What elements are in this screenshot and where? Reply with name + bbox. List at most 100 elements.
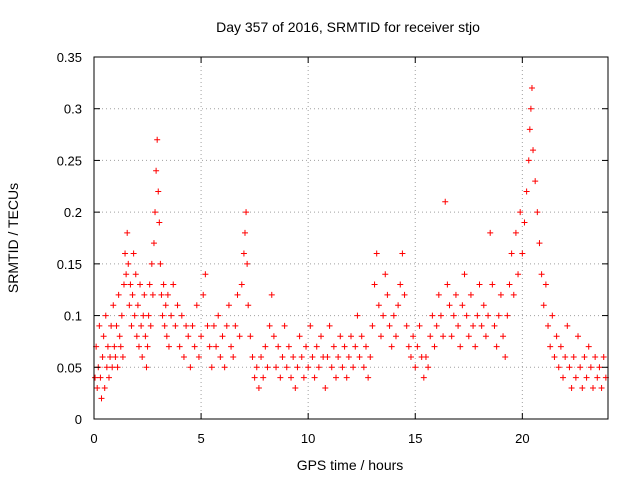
data-point <box>367 353 374 360</box>
data-point <box>380 312 387 319</box>
data-point <box>152 209 159 216</box>
data-point <box>442 198 449 205</box>
data-point <box>318 333 325 340</box>
data-point <box>521 219 528 226</box>
data-point <box>405 343 412 350</box>
data-point <box>598 384 605 391</box>
data-point <box>433 322 440 329</box>
data-point <box>162 302 169 309</box>
data-point <box>478 322 485 329</box>
data-point <box>425 364 432 371</box>
data-point <box>244 260 251 267</box>
data-point <box>397 281 404 288</box>
data-point <box>110 302 117 309</box>
data-point <box>277 374 284 381</box>
data-point <box>506 281 513 288</box>
data-point <box>180 353 187 360</box>
data-point <box>461 271 468 278</box>
data-point <box>566 364 573 371</box>
data-point <box>307 322 314 329</box>
data-point <box>262 343 269 350</box>
data-point <box>102 312 109 319</box>
data-point <box>281 322 288 329</box>
data-point <box>444 281 451 288</box>
y-tick-labels: 0 0.05 0.1 0.15 0.2 0.25 0.3 0.35 <box>57 50 82 427</box>
data-point <box>189 322 196 329</box>
data-point <box>467 291 474 298</box>
data-point <box>515 271 522 278</box>
data-point <box>251 374 258 381</box>
data-point <box>238 281 245 288</box>
data-point <box>407 353 414 360</box>
data-point <box>485 312 492 319</box>
data-point <box>111 343 118 350</box>
data-point <box>532 178 539 185</box>
data-point <box>138 322 145 329</box>
data-point <box>337 333 344 340</box>
data-point <box>465 333 472 340</box>
data-point <box>114 364 121 371</box>
data-point <box>572 374 579 381</box>
data-point <box>118 312 125 319</box>
data-point <box>285 343 292 350</box>
data-point <box>551 353 558 360</box>
data-point <box>221 364 228 371</box>
data-point <box>440 333 447 340</box>
data-point <box>557 343 564 350</box>
data-point <box>455 322 462 329</box>
data-point <box>163 333 170 340</box>
data-point <box>129 291 136 298</box>
data-point <box>258 353 265 360</box>
data-point <box>590 384 597 391</box>
data-point <box>217 353 224 360</box>
data-point <box>534 209 541 216</box>
data-point <box>341 343 348 350</box>
data-point <box>476 281 483 288</box>
data-point <box>495 312 502 319</box>
data-point <box>255 384 262 391</box>
data-point <box>160 281 167 288</box>
data-point <box>523 188 530 195</box>
data-point <box>296 333 303 340</box>
data-point <box>504 312 511 319</box>
data-point <box>165 343 172 350</box>
data-point <box>130 250 137 257</box>
data-point <box>127 281 134 288</box>
data-point <box>225 302 232 309</box>
data-point <box>178 312 185 319</box>
data-point <box>117 343 124 350</box>
data-point <box>540 302 547 309</box>
data-point <box>100 333 107 340</box>
data-point <box>446 302 453 309</box>
data-point <box>564 322 571 329</box>
data-point <box>401 291 408 298</box>
data-point <box>512 229 519 236</box>
data-point <box>213 343 220 350</box>
data-point <box>463 312 470 319</box>
data-point <box>538 271 545 278</box>
data-point <box>459 302 466 309</box>
data-point <box>143 364 150 371</box>
data-point <box>493 343 500 350</box>
data-point <box>305 364 312 371</box>
data-point <box>108 322 115 329</box>
data-point <box>210 322 217 329</box>
data-point <box>104 343 111 350</box>
data-point <box>350 364 357 371</box>
data-point <box>116 333 123 340</box>
data-point <box>570 353 577 360</box>
data-point <box>416 322 423 329</box>
data-point <box>472 343 479 350</box>
data-point <box>145 312 152 319</box>
data-point <box>195 353 202 360</box>
data-point <box>97 374 104 381</box>
data-point <box>94 384 101 391</box>
data-point <box>266 322 273 329</box>
data-point <box>354 312 361 319</box>
data-point <box>107 353 114 360</box>
data-point <box>157 260 164 267</box>
data-point <box>330 343 337 350</box>
data-point <box>240 250 247 257</box>
data-point <box>480 302 487 309</box>
x-tick-label: 0 <box>90 431 97 446</box>
